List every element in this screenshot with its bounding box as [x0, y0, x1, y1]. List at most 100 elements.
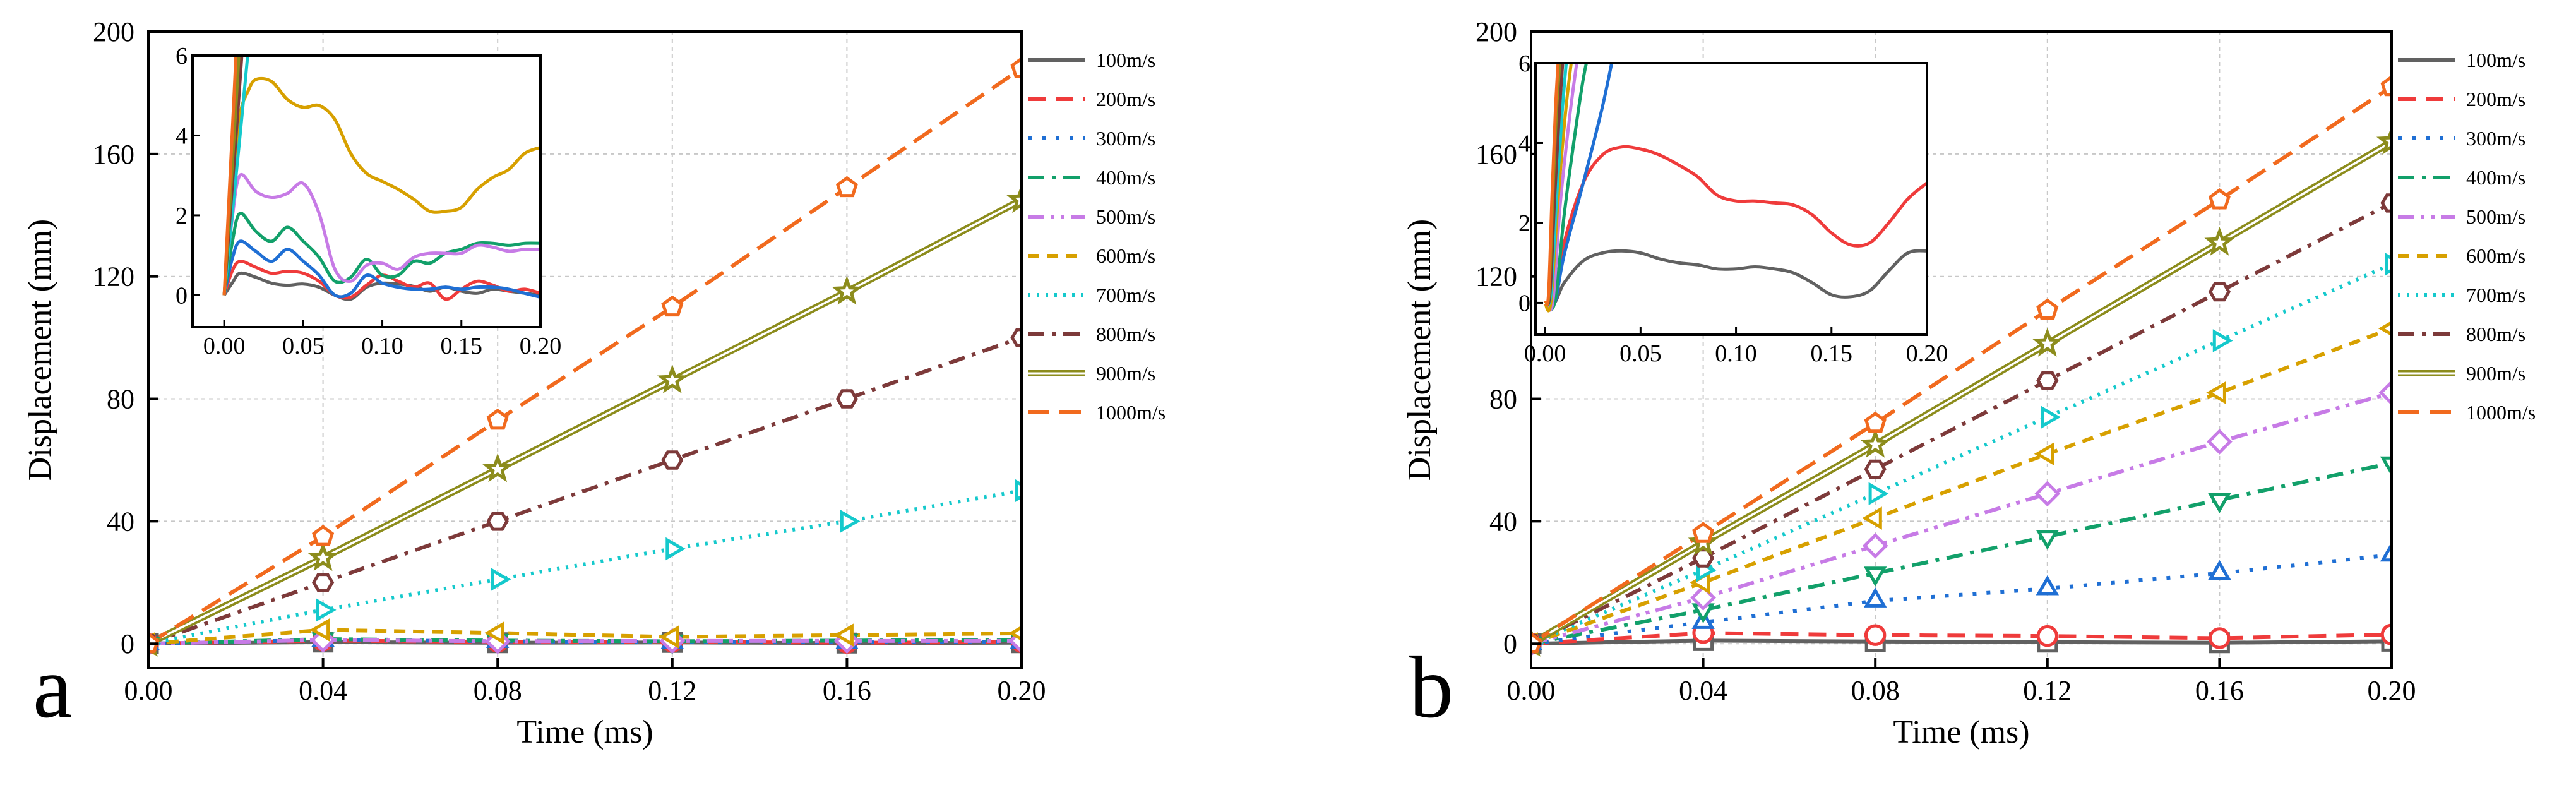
legend-label: 400m/s: [1096, 166, 1155, 189]
data-point: [1863, 566, 1887, 587]
data-point: [2209, 627, 2231, 649]
series-line-inner-900m/s: [148, 198, 1022, 645]
series-line-700m/s: [148, 488, 1022, 646]
legend-label: 200m/s: [1096, 88, 1155, 111]
plot-frame: [1530, 30, 2393, 669]
inset-line-1000m/s: [222, 56, 238, 296]
data-point: [2036, 371, 2059, 390]
data-point: [2036, 298, 2059, 320]
legend-label: 800m/s: [2466, 323, 2525, 345]
legend-label: 400m/s: [2466, 166, 2525, 189]
data-point: [309, 618, 330, 642]
data-point: [661, 295, 684, 317]
x-tick-label: 0.04: [1679, 675, 1727, 706]
legend-label: 100m/s: [2466, 49, 2525, 71]
x-tick-label: 0.08: [1851, 675, 1900, 706]
inset-line-100m/s: [1544, 249, 1927, 306]
data-point: [2036, 530, 2060, 550]
y-axis-title: Displacement (mm): [22, 219, 58, 481]
series-line-700m/s: [1531, 262, 2392, 645]
x-tick-label: 0.16: [823, 675, 871, 706]
inset: 0.00 0.05 0.10 0.15 0.20 0 2 4 6: [176, 43, 561, 359]
series-line-inner-900m/s: [1531, 140, 2392, 645]
legend-label: 600m/s: [2466, 244, 2525, 267]
data-point: [835, 176, 858, 198]
data-point: [2204, 227, 2235, 256]
y-tick-label: 40: [107, 506, 134, 537]
x-axis-title: Time (ms): [516, 714, 653, 750]
x-tick-label: 0.16: [2195, 675, 2244, 706]
data-point: [1006, 184, 1022, 213]
data-point: [1864, 459, 1887, 479]
x-tick-label: 0.12: [2023, 675, 2072, 706]
data-point: [2036, 575, 2060, 596]
series-line-100m/s: [1531, 638, 2392, 646]
legend-label: 900m/s: [2466, 362, 2525, 385]
legend-label: 1000m/s: [2466, 401, 2536, 424]
data-point: [2376, 126, 2392, 155]
data-point: [2385, 253, 2392, 276]
data-point: [482, 453, 513, 482]
inset-x-tick-label: 0.05: [282, 333, 325, 359]
inset-y-tick-label: 6: [176, 43, 188, 69]
legend-label: 800m/s: [1096, 323, 1155, 345]
data-point: [2208, 282, 2231, 302]
data-point: [486, 512, 509, 531]
x-tick-label: 0.20: [998, 675, 1046, 706]
y-tick-label: 160: [1476, 139, 1517, 170]
data-point: [486, 409, 509, 430]
inset-line-1000m/s: [1543, 63, 1560, 307]
inset-y-tick-label: 6: [1518, 51, 1530, 77]
series-line-500m/s: [148, 638, 1022, 646]
data-point: [484, 621, 504, 645]
legend-label: 700m/s: [2466, 284, 2525, 306]
y-tick-label: 120: [93, 261, 134, 292]
y-tick-label: 200: [1476, 16, 1517, 47]
legend-label: 600m/s: [1096, 244, 1155, 267]
inset-x-tick-label: 0.00: [1524, 340, 1566, 367]
data-point: [2380, 193, 2392, 213]
series-line-400m/s: [1531, 461, 2392, 646]
data-point: [661, 450, 684, 470]
y-tick-label: 0: [121, 628, 134, 659]
x-tick-label: 0.00: [1507, 675, 1556, 706]
inset-line-500m/s: [222, 172, 540, 296]
series-group: [1531, 75, 2392, 657]
y-tick-label: 160: [93, 139, 134, 170]
data-point: [491, 568, 511, 591]
inset-y-tick-label: 2: [176, 203, 188, 229]
inset-y-tick-label: 0: [1518, 290, 1530, 316]
panel-letter: b: [1409, 638, 1453, 736]
inset-x-tick-label: 0.20: [1906, 340, 1948, 367]
data-point: [1010, 328, 1022, 347]
y-tick-label: 0: [1503, 628, 1517, 659]
y-tick-label: 200: [93, 16, 134, 47]
x-tick-label: 0.00: [124, 675, 173, 706]
inset-x-tick-label: 0.10: [361, 333, 403, 359]
series-line-200m/s: [1531, 631, 2392, 646]
legend-label: 300m/s: [2466, 127, 2525, 150]
inset-x-tick-label: 0.10: [1715, 340, 1757, 367]
data-point: [2208, 560, 2231, 580]
inset-y-tick-label: 4: [176, 123, 188, 149]
inset-y-tick-label: 0: [176, 282, 188, 309]
data-point: [2380, 541, 2392, 562]
data-point: [2208, 188, 2231, 210]
series-line-600m/s: [1531, 327, 2392, 646]
legend-label: 900m/s: [1096, 362, 1155, 385]
inset-line-400m/s: [1543, 63, 1589, 311]
y-tick-label: 120: [1476, 261, 1517, 292]
series-line-300m/s: [1531, 553, 2392, 646]
y-tick-label: 80: [1489, 384, 1517, 415]
inset-line-500m/s: [1543, 63, 1578, 312]
data-point: [2032, 327, 2063, 357]
legend: 100m/s 200m/s 300m/s 400m/s 500m/s 600m/s 700m…: [1028, 49, 1166, 424]
inset-frame: [1534, 62, 1928, 336]
data-point: [2207, 429, 2233, 455]
legend: 100m/s 200m/s 300m/s 400m/s 500m/s 600m/s 700m…: [2398, 49, 2536, 424]
inset-y-tick-label: 4: [1518, 130, 1530, 157]
data-point: [657, 364, 688, 393]
data-point: [840, 510, 861, 533]
legend-label: 700m/s: [1096, 284, 1155, 306]
inset-series-group: [1543, 63, 1927, 313]
